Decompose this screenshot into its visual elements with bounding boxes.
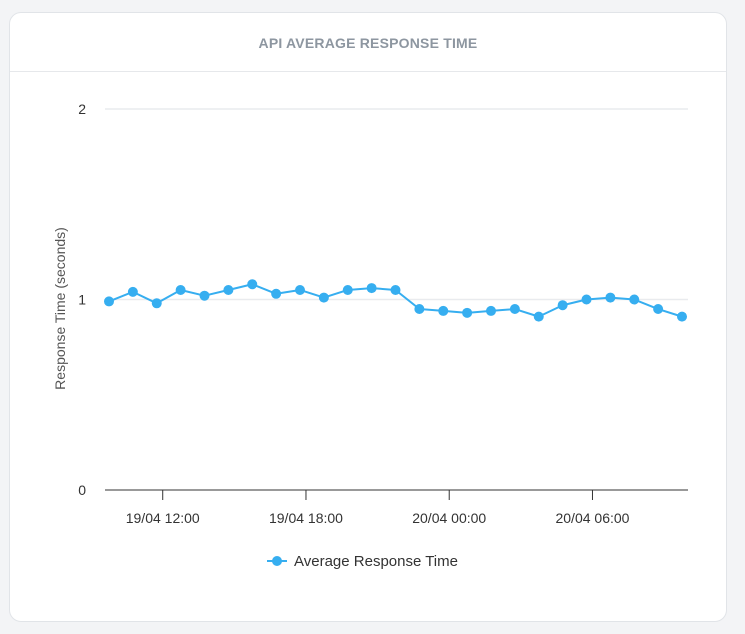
data-point[interactable] bbox=[127, 286, 138, 297]
data-point[interactable] bbox=[199, 290, 210, 301]
data-point[interactable] bbox=[342, 284, 353, 295]
data-point[interactable] bbox=[295, 284, 305, 295]
x-tick-label: 20/04 00:00 bbox=[412, 510, 486, 526]
x-tick-label: 19/04 12:00 bbox=[126, 510, 200, 526]
data-point[interactable] bbox=[104, 296, 114, 307]
grid-lines bbox=[105, 108, 688, 301]
data-point[interactable] bbox=[677, 311, 687, 322]
y-tick-label: 1 bbox=[78, 292, 86, 308]
x-tick-label: 20/04 06:00 bbox=[555, 510, 629, 526]
data-point[interactable] bbox=[509, 304, 520, 315]
data-point[interactable] bbox=[605, 292, 616, 303]
data-point[interactable] bbox=[318, 292, 329, 303]
x-tick-label: 19/04 18:00 bbox=[269, 510, 343, 526]
data-point[interactable] bbox=[414, 304, 425, 315]
data-point[interactable] bbox=[390, 284, 401, 295]
data-point[interactable] bbox=[271, 288, 282, 299]
chart-title: API AVERAGE RESPONSE TIME bbox=[258, 34, 478, 51]
data-point[interactable] bbox=[653, 304, 664, 315]
data-point[interactable] bbox=[557, 300, 568, 311]
data-point[interactable] bbox=[581, 294, 592, 305]
legend[interactable]: Average Response Time bbox=[267, 553, 458, 570]
chart-card: API AVERAGE RESPONSE TIME bbox=[9, 12, 727, 622]
y-tick-label: 0 bbox=[78, 482, 86, 498]
data-point[interactable] bbox=[366, 283, 377, 294]
y-tick-label: 2 bbox=[78, 101, 86, 117]
series-points[interactable] bbox=[104, 279, 687, 322]
axes: 0 1 2 19/04 12:00 19/04 18:00 20/04 00:00 20/0… bbox=[78, 101, 688, 526]
y-axis-title: Response Time (seconds) bbox=[52, 227, 68, 390]
data-point[interactable] bbox=[223, 284, 234, 295]
data-point[interactable] bbox=[629, 294, 640, 305]
legend-label: Average Response Time bbox=[294, 553, 458, 570]
data-point[interactable] bbox=[247, 279, 258, 290]
data-point[interactable] bbox=[462, 307, 473, 318]
data-point[interactable] bbox=[438, 305, 449, 316]
data-point[interactable] bbox=[151, 298, 162, 309]
data-point[interactable] bbox=[486, 305, 496, 316]
card-header: API AVERAGE RESPONSE TIME bbox=[10, 13, 726, 72]
legend-marker bbox=[272, 556, 282, 566]
data-point[interactable] bbox=[175, 284, 186, 295]
data-point[interactable] bbox=[533, 311, 544, 322]
